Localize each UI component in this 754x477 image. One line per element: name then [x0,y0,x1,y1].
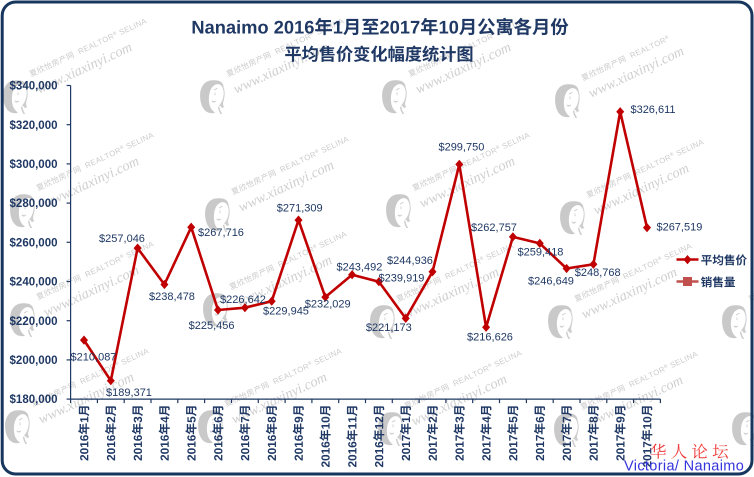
svg-text:$239,919: $239,919 [379,273,425,285]
svg-text:$340,000: $340,000 [10,81,58,93]
svg-text:$320,000: $320,000 [10,120,58,132]
svg-text:$226,642: $226,642 [220,294,266,306]
svg-text:$259,418: $259,418 [518,246,564,258]
svg-text:$216,626: $216,626 [467,332,513,344]
svg-text:$225,456: $225,456 [189,320,235,332]
svg-text:$232,029: $232,029 [305,299,351,311]
svg-text:$244,936: $244,936 [387,255,433,267]
svg-text:$180,000: $180,000 [10,394,58,406]
svg-text:$299,750: $299,750 [438,142,484,154]
svg-text:$200,000: $200,000 [10,355,58,367]
svg-text:$271,309: $271,309 [277,202,323,214]
svg-text:Victoria/ Nanaimo: Victoria/ Nanaimo [624,459,744,475]
svg-text:$229,945: $229,945 [263,306,309,318]
svg-text:$248,768: $248,768 [575,267,621,279]
svg-text:$262,757: $262,757 [471,222,517,234]
svg-text:$189,371: $189,371 [106,387,152,399]
svg-text:$243,492: $243,492 [336,262,382,274]
svg-text:$267,519: $267,519 [656,221,702,233]
svg-text:$257,046: $257,046 [99,233,145,245]
svg-text:$210,087: $210,087 [71,351,117,363]
svg-text:$220,000: $220,000 [10,316,58,328]
svg-text:$240,000: $240,000 [10,277,58,289]
svg-text:$326,611: $326,611 [630,104,675,116]
svg-text:$280,000: $280,000 [10,198,58,210]
svg-text:$267,716: $267,716 [198,227,244,239]
svg-text:$260,000: $260,000 [10,237,58,249]
svg-text:$221,173: $221,173 [366,322,412,334]
svg-text:$246,649: $246,649 [528,276,574,288]
svg-text:$300,000: $300,000 [10,159,58,171]
svg-text:$238,478: $238,478 [149,291,195,303]
